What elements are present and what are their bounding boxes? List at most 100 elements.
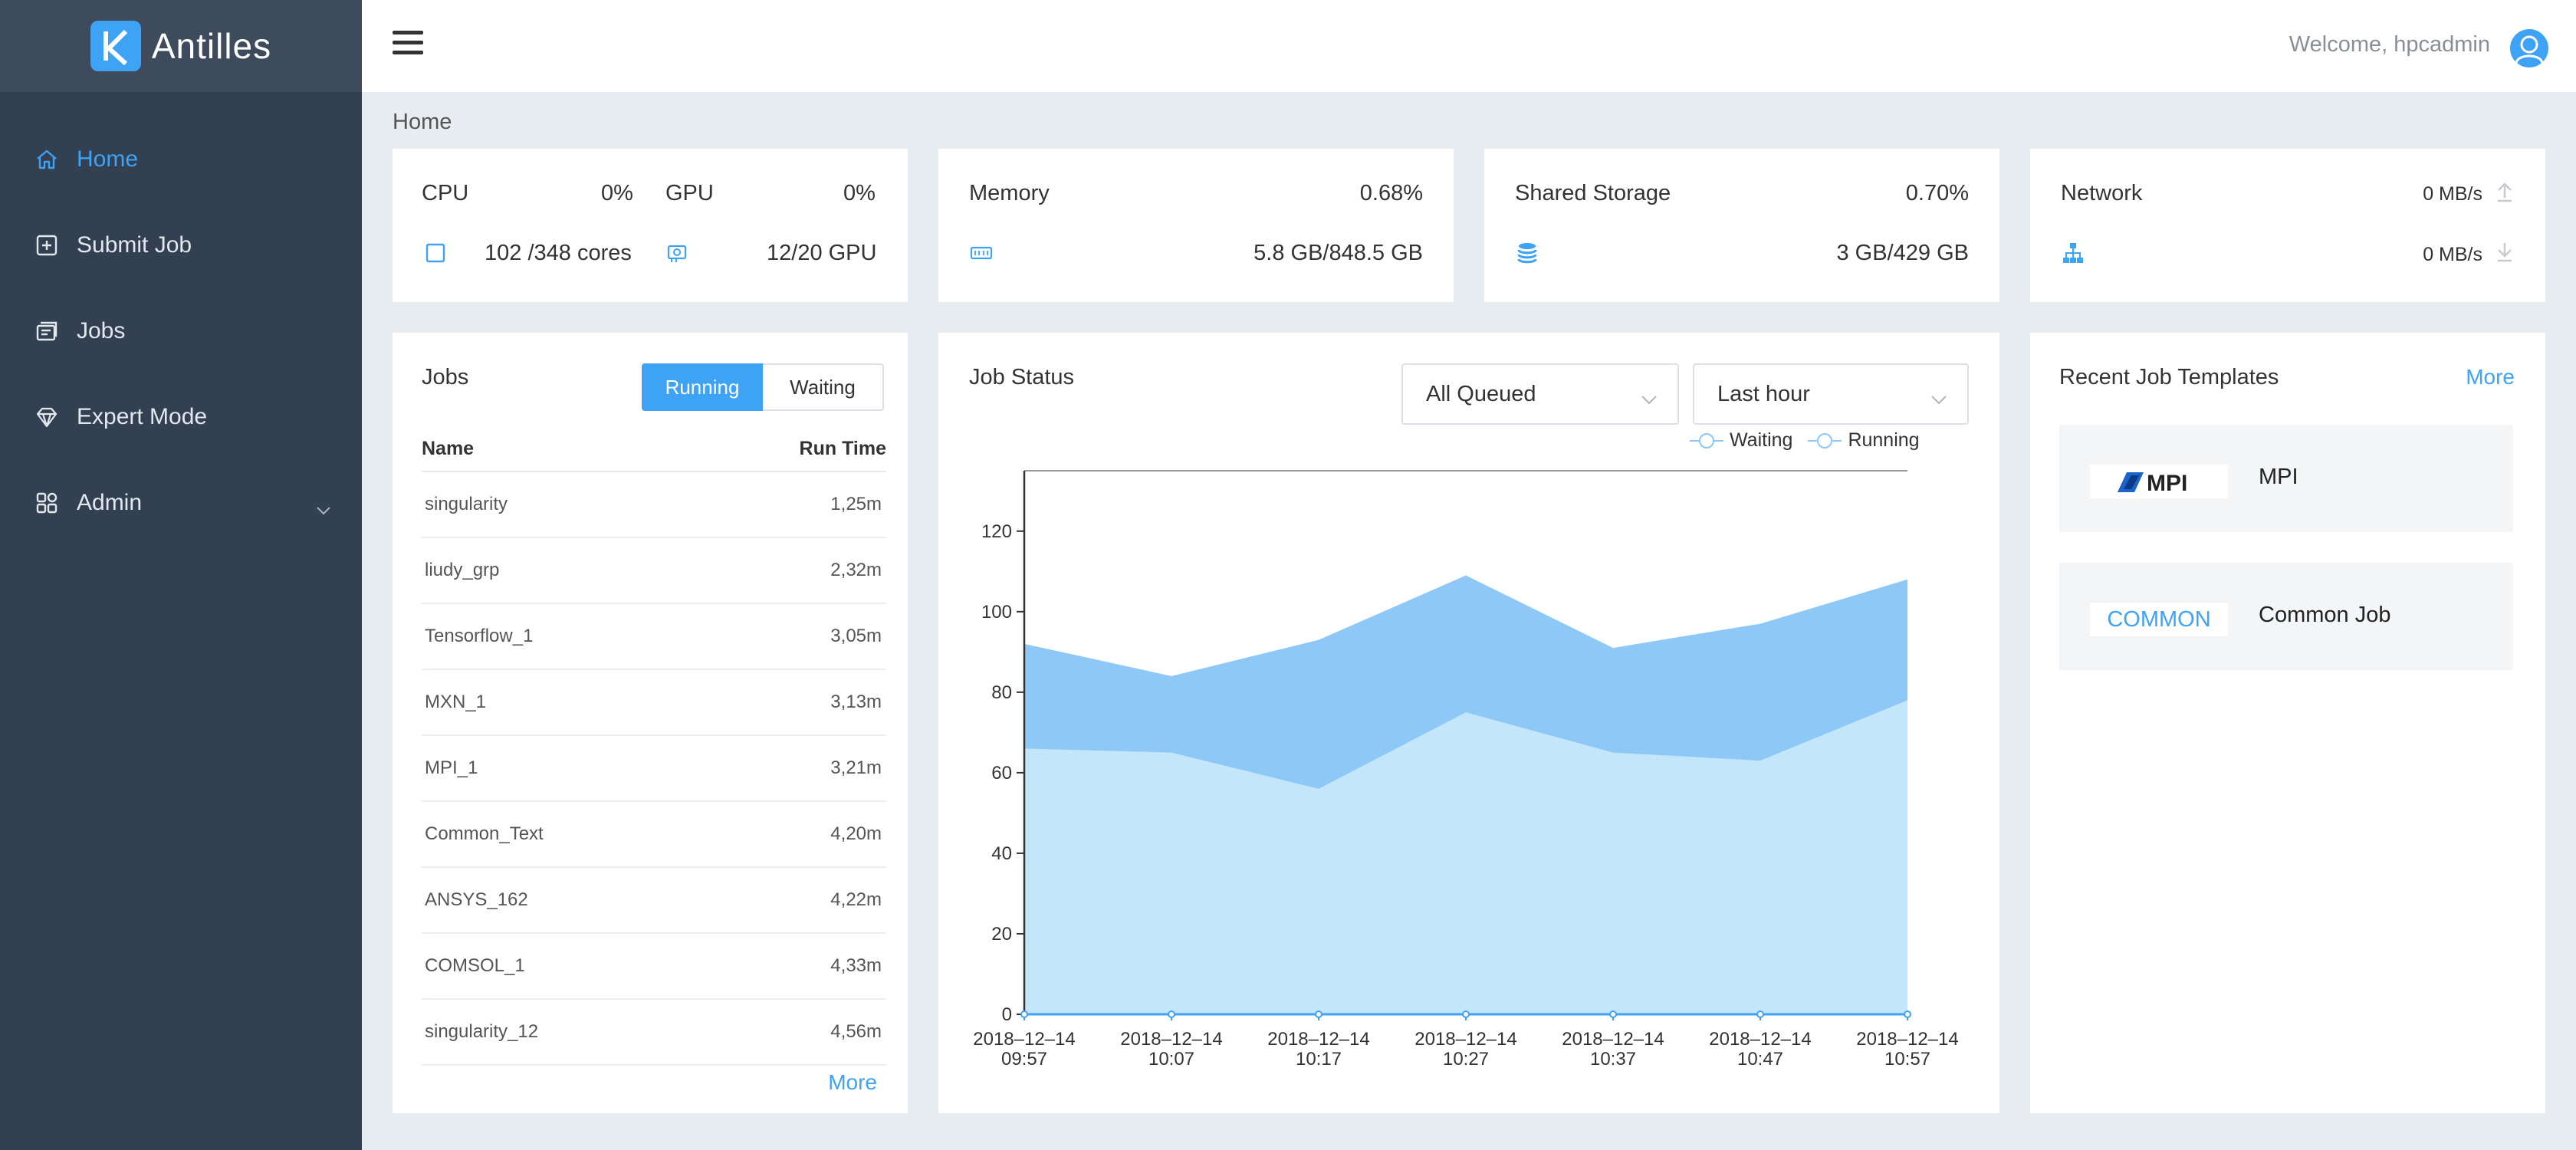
common-logo: COMMON: [2090, 603, 2228, 636]
job-runtime: 4,22m: [830, 889, 882, 910]
x-tick-label-date: 2018–12–14: [1267, 1029, 1369, 1050]
legend-waiting-marker-icon: [1690, 432, 1723, 449]
job-runtime: 2,32m: [830, 560, 882, 580]
sidebar-item-jobs[interactable]: Jobs: [0, 288, 362, 374]
table-row[interactable]: singularity 1,25m: [422, 472, 886, 538]
sidebar-item-submit-job[interactable]: Submit Job: [0, 202, 362, 288]
table-row[interactable]: COMSOL_1 4,33m: [422, 934, 886, 1000]
table-row[interactable]: Tensorflow_1 3,05m: [422, 604, 886, 670]
gpu-count: 12/20 GPU: [767, 241, 877, 265]
cpu-label: CPU: [422, 181, 469, 205]
x-point-marker: [1315, 1010, 1322, 1018]
gpu-icon: [665, 241, 690, 265]
column-header-runtime[interactable]: Run Time: [799, 437, 886, 459]
queue-select-value: All Queued: [1426, 381, 1536, 406]
x-tick-label-date: 2018–12–14: [1414, 1029, 1516, 1050]
job-runtime: 3,21m: [830, 757, 882, 778]
mpi-logo-text: MPI: [2147, 471, 2187, 496]
memory-percent: 0.68%: [1359, 181, 1423, 205]
time-range-select[interactable]: Last hour: [1693, 363, 1969, 425]
cpu-icon: [423, 241, 448, 265]
memory-label: Memory: [969, 181, 1050, 205]
job-name: COMSOL_1: [425, 955, 525, 976]
menu-toggle-icon[interactable]: [393, 31, 423, 61]
network-icon: [2061, 241, 2085, 265]
jobs-more-link[interactable]: More: [828, 1070, 877, 1094]
legend-waiting-label[interactable]: Waiting: [1730, 429, 1793, 451]
y-tick-label: 100: [981, 602, 1012, 623]
x-tick-label-time: 10:57: [1884, 1049, 1930, 1070]
table-row[interactable]: singularity_12 4,56m: [422, 1000, 886, 1066]
job-name: MPI_1: [425, 757, 478, 778]
memory-icon: [969, 241, 994, 265]
y-tick-label: 120: [981, 521, 1012, 542]
table-row[interactable]: liudy_grp 2,32m: [422, 538, 886, 604]
storage-card: Shared Storage 0.70% 3 GB/429 GB: [1484, 149, 1999, 302]
breadcrumb: Home: [393, 110, 452, 134]
grid-icon: [34, 490, 60, 516]
diamond-icon: [34, 404, 60, 430]
x-point-marker: [1756, 1010, 1764, 1018]
chevron-down-icon[interactable]: [316, 495, 331, 521]
sidebar-item-label: Home: [77, 146, 139, 172]
chevron-down-icon: [1641, 386, 1658, 412]
chevron-down-icon: [1930, 386, 1947, 412]
memory-card: Memory 0.68% 5.8 GB/848.5 GB: [938, 149, 1454, 302]
sidebar-item-label: Jobs: [77, 318, 126, 343]
user-avatar-icon[interactable]: [2510, 29, 2548, 67]
running-tab[interactable]: Running: [642, 363, 763, 411]
cpu-percent: 0%: [601, 181, 633, 205]
x-tick-label-time: 10:47: [1737, 1049, 1783, 1070]
welcome-text: Welcome, hpcadmin: [2288, 32, 2490, 57]
table-row[interactable]: MXN_1 3,13m: [422, 670, 886, 736]
x-tick-label-time: 10:27: [1443, 1049, 1489, 1070]
sidebar-item-home[interactable]: Home: [0, 117, 362, 202]
network-download-rate: 0 MB/s: [2423, 244, 2482, 265]
x-tick-label-date: 2018–12–14: [973, 1029, 1075, 1050]
template-card-mpi[interactable]: MPI MPI: [2059, 425, 2513, 532]
x-tick-label-date: 2018–12–14: [1856, 1029, 1958, 1050]
template-card-common-job[interactable]: COMMON Common Job: [2059, 563, 2513, 670]
x-tick-label-date: 2018–12–14: [1562, 1029, 1664, 1050]
storage-usage: 3 GB/429 GB: [1836, 241, 1970, 265]
job-runtime: 4,20m: [830, 823, 882, 844]
y-tick-label: 60: [991, 763, 1012, 784]
job-runtime: 4,56m: [830, 1021, 882, 1042]
job-status-title: Job Status: [969, 365, 1075, 389]
sidebar-nav: Home Submit Job Jobs Expert Mode Admin: [0, 92, 362, 546]
common-logo-text: COMMON: [2107, 606, 2211, 632]
x-tick-label-date: 2018–12–14: [1120, 1029, 1222, 1050]
job-name: singularity_12: [425, 1021, 539, 1042]
table-row[interactable]: MPI_1 3,21m: [422, 736, 886, 802]
home-icon: [34, 146, 60, 172]
table-row[interactable]: Common_Text 4,20m: [422, 802, 886, 868]
y-tick-label: 40: [991, 843, 1012, 864]
column-header-name[interactable]: Name: [422, 437, 475, 459]
job-runtime: 3,05m: [830, 626, 882, 646]
queue-select[interactable]: All Queued: [1401, 363, 1679, 425]
jobs-title: Jobs: [422, 365, 469, 389]
legend-running-label[interactable]: Running: [1848, 429, 1920, 451]
app-name: Antilles: [151, 26, 272, 66]
x-tick-label-time: 09:57: [1001, 1049, 1047, 1070]
waiting-tab[interactable]: Waiting: [763, 363, 884, 411]
job-status-card: Job Status All Queued Last hour Waiting …: [938, 333, 1999, 1113]
job-state-toggle: Running Waiting: [642, 363, 884, 411]
sidebar-item-label: Admin: [77, 490, 143, 515]
templates-more-link[interactable]: More: [2466, 365, 2515, 389]
storage-label: Shared Storage: [1515, 181, 1671, 205]
network-card: Network 0 MB/s 0 MB/s: [2030, 149, 2545, 302]
x-tick-label-time: 10:17: [1296, 1049, 1342, 1070]
job-name: singularity: [425, 494, 508, 514]
chart-legend: Waiting Running: [1690, 429, 1920, 452]
sidebar-item-label: Submit Job: [77, 232, 192, 258]
download-icon: [2495, 241, 2515, 262]
job-name: Common_Text: [425, 823, 544, 844]
sidebar-item-admin[interactable]: Admin: [0, 460, 362, 546]
job-name: liudy_grp: [425, 560, 500, 580]
table-row[interactable]: ANSYS_162 4,22m: [422, 868, 886, 934]
sidebar-item-expert-mode[interactable]: Expert Mode: [0, 374, 362, 460]
job-runtime: 3,13m: [830, 692, 882, 712]
gpu-percent: 0%: [843, 181, 876, 205]
job-runtime: 1,25m: [830, 494, 882, 514]
